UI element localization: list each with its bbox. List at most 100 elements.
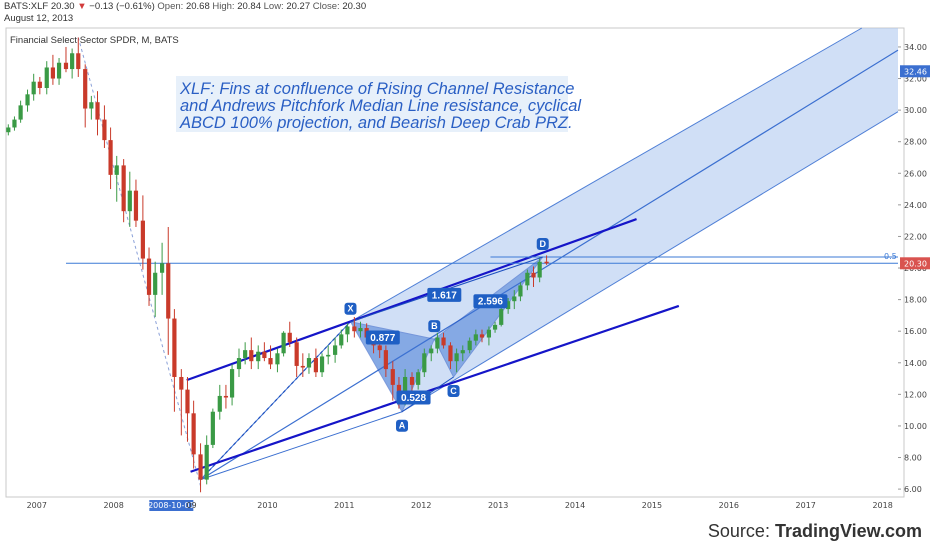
x-tick-label: 2014 — [565, 501, 585, 510]
x-tick-label: 2018 — [872, 501, 892, 510]
candle-body — [31, 81, 36, 95]
candle-body — [492, 324, 498, 330]
x-tick-label: 2017 — [796, 501, 816, 510]
pattern-point-d: D — [539, 239, 546, 249]
y-tick-label: 22.00 — [904, 232, 927, 241]
candle-body — [121, 165, 126, 212]
annotation-box: XLF: Fins at confluence of Rising Channe… — [176, 76, 582, 132]
pitchfork-handle-a — [200, 411, 403, 481]
y-tick-label: 28.00 — [904, 138, 927, 147]
median-value-badge — [900, 65, 930, 78]
last-price-badge — [900, 257, 930, 270]
high-value: 20.84 — [237, 1, 261, 12]
candle-body — [140, 220, 145, 259]
candle-body — [25, 94, 30, 106]
candle-body — [383, 350, 388, 370]
candle-body — [473, 334, 478, 341]
candle-body — [512, 296, 517, 302]
last-price-label: 20.30 — [904, 259, 927, 268]
chart-title: Financial Select Sector SPDR, M, BATS — [10, 35, 179, 46]
ohlc-row: BATS:XLF 20.30 ▼ −0.13 (−0.61%) Open: 20… — [4, 1, 366, 13]
pattern-point-a: A — [399, 421, 406, 431]
fib-ratio-label: 0.877 — [370, 333, 395, 344]
open-value: 20.68 — [185, 1, 210, 12]
source-brand[interactable]: TradingView.com — [774, 521, 922, 541]
candle-body — [76, 53, 81, 70]
candle-body — [191, 413, 196, 455]
low-value: 20.27 — [286, 1, 311, 12]
candle-body — [18, 105, 23, 120]
x-tick-label: 2007 — [27, 501, 47, 510]
chart-date: August 12, 2013 — [4, 13, 74, 24]
y-tick-label: 16.00 — [904, 327, 927, 336]
fib-ratio-badge — [396, 390, 431, 405]
candle-body — [377, 345, 382, 351]
y-tick-label: 12.00 — [904, 390, 927, 399]
pattern-labels: X A B C D 0.877 1.617 0.528 2.596 — [344, 237, 549, 432]
fib-ratio-label: 2.596 — [478, 297, 503, 308]
fib-ratio-label: 1.617 — [432, 290, 457, 301]
pattern-point-x: X — [347, 304, 353, 314]
symbol[interactable]: BATS:XLF — [4, 1, 49, 12]
source-prefix: Source: — [707, 521, 775, 541]
y-tick-label: 34.00 — [904, 43, 927, 52]
candle-body — [243, 350, 248, 359]
candle-body — [333, 345, 338, 355]
y-tick-label: 14.00 — [904, 359, 927, 368]
x-tick-label: 2016 — [719, 501, 739, 510]
candle-body — [460, 350, 465, 354]
candle-body — [44, 67, 49, 89]
close-label: Close: — [312, 1, 340, 12]
median-value-label: 32.46 — [904, 67, 927, 76]
candle-body — [63, 62, 69, 70]
low-label: Low: — [263, 1, 284, 12]
x-tick-label: 2015 — [642, 501, 662, 510]
open-label: Open: — [157, 1, 184, 12]
candle-body — [352, 326, 357, 332]
candle-body — [422, 353, 427, 373]
candle-body — [441, 337, 446, 346]
candle-body — [102, 119, 107, 141]
channel-resistance-line — [186, 218, 637, 382]
candle-body — [256, 351, 261, 362]
candle-body — [146, 258, 152, 295]
source-credit: Source: TradingView.com — [708, 521, 922, 542]
candle-body — [56, 62, 62, 79]
channel-support-line — [190, 304, 680, 473]
pattern-point-a-badge — [396, 419, 409, 432]
pitchfork-upper-line — [350, 27, 863, 323]
change-down-icon: ▼ — [77, 1, 87, 12]
pattern-point-d-badge — [536, 237, 549, 250]
candle-body — [537, 261, 542, 278]
dashed-xa-line — [200, 321, 351, 481]
pattern-point-b: B — [431, 321, 438, 331]
crosshair-date-label: 2008-10-01 — [148, 501, 195, 510]
candle-body — [217, 395, 222, 412]
candles — [6, 37, 549, 493]
candle-body — [531, 272, 536, 278]
candle-body — [249, 350, 254, 362]
candle-body — [435, 337, 440, 349]
y-tick-label: 30.00 — [904, 106, 927, 115]
candle-body — [275, 353, 280, 365]
y-tick-label: 26.00 — [904, 169, 927, 178]
fib-level-label: 0.5 — [884, 252, 897, 261]
y-tick-label: 6.00 — [904, 485, 922, 494]
candle-body — [166, 263, 171, 319]
candle-body — [133, 190, 139, 221]
candle-body — [294, 342, 299, 366]
y-tick-label: 24.00 — [904, 201, 927, 210]
candle-body — [262, 351, 267, 359]
candle-body — [6, 127, 11, 133]
y-tick-label: 32.00 — [904, 75, 927, 84]
candle-body — [319, 356, 325, 373]
candle-body — [506, 301, 511, 310]
candle-body — [326, 354, 331, 357]
candle-body — [223, 395, 229, 398]
y-tick-label: 8.00 — [904, 454, 922, 463]
candle-body — [114, 165, 119, 175]
candle-body — [95, 102, 100, 120]
candle-body — [160, 263, 165, 273]
